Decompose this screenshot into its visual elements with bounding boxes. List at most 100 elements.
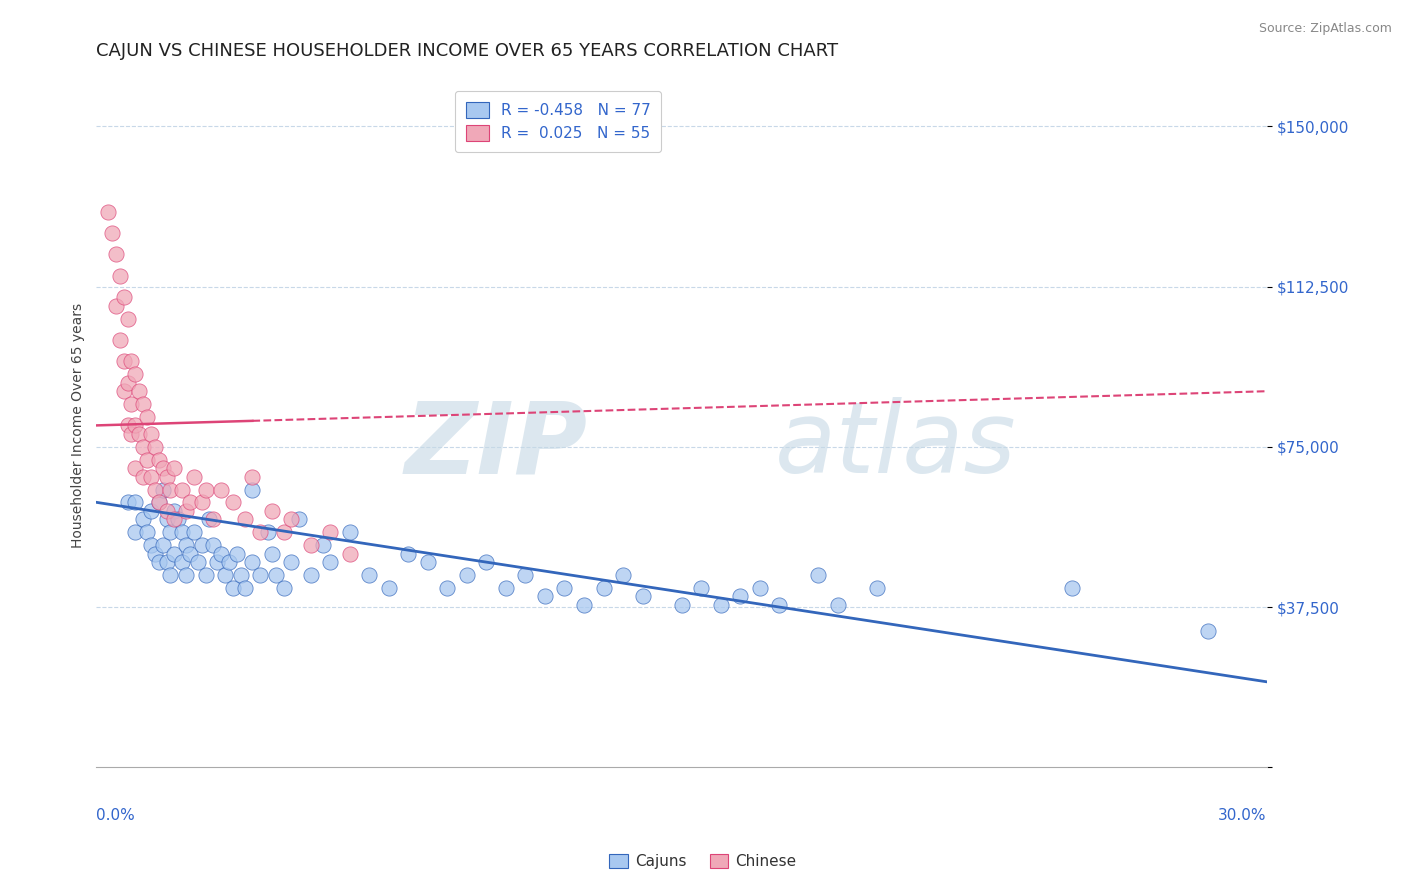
Point: [264, 568, 287, 582]
Point: [198, 512, 221, 526]
Point: [183, 469, 205, 483]
Point: [117, 418, 139, 433]
Point: [124, 367, 146, 381]
Point: [155, 469, 177, 483]
Point: [117, 311, 139, 326]
Point: [207, 555, 229, 569]
Point: [148, 555, 170, 569]
Point: [139, 426, 162, 441]
Point: [139, 469, 162, 483]
Point: [209, 483, 232, 497]
Point: [179, 547, 201, 561]
Point: [339, 547, 361, 561]
Point: [163, 504, 186, 518]
Point: [163, 512, 186, 526]
Y-axis label: Householder Income Over 65 years: Householder Income Over 65 years: [72, 303, 86, 548]
Point: [202, 512, 225, 526]
Point: [132, 469, 155, 483]
Point: [273, 581, 295, 595]
Point: [398, 547, 420, 561]
Point: [671, 598, 693, 612]
Point: [222, 495, 245, 509]
Point: [117, 495, 139, 509]
Point: [172, 555, 194, 569]
Point: [121, 397, 143, 411]
Point: [194, 568, 217, 582]
Point: [159, 568, 181, 582]
Point: [311, 538, 333, 552]
Point: [748, 581, 770, 595]
Point: [1060, 581, 1083, 595]
Point: [475, 555, 498, 569]
Point: [174, 568, 197, 582]
Point: [194, 483, 217, 497]
Point: [163, 547, 186, 561]
Point: [124, 418, 146, 433]
Point: [132, 512, 155, 526]
Text: Source: ZipAtlas.com: Source: ZipAtlas.com: [1258, 22, 1392, 36]
Point: [515, 568, 537, 582]
Point: [299, 568, 322, 582]
Point: [827, 598, 849, 612]
Point: [260, 547, 283, 561]
Point: [112, 290, 135, 304]
Point: [172, 483, 194, 497]
Point: [155, 504, 177, 518]
Point: [242, 483, 264, 497]
Point: [124, 525, 146, 540]
Point: [233, 512, 256, 526]
Point: [728, 590, 751, 604]
Point: [128, 426, 150, 441]
Point: [148, 452, 170, 467]
Point: [152, 538, 174, 552]
Point: [378, 581, 401, 595]
Point: [456, 568, 478, 582]
Point: [553, 581, 575, 595]
Point: [174, 538, 197, 552]
Point: [101, 226, 124, 240]
Point: [299, 538, 322, 552]
Point: [416, 555, 439, 569]
Point: [104, 247, 127, 261]
Point: [709, 598, 731, 612]
Point: [612, 568, 634, 582]
Point: [143, 547, 166, 561]
Point: [124, 495, 146, 509]
Point: [183, 525, 205, 540]
Point: [117, 376, 139, 390]
Point: [631, 590, 654, 604]
Point: [1197, 624, 1219, 638]
Point: [108, 268, 131, 283]
Point: [112, 354, 135, 368]
Legend: Cajuns, Chinese: Cajuns, Chinese: [603, 848, 803, 875]
Point: [592, 581, 614, 595]
Point: [807, 568, 830, 582]
Point: [359, 568, 381, 582]
Point: [229, 568, 252, 582]
Point: [214, 568, 236, 582]
Point: [202, 538, 225, 552]
Point: [436, 581, 458, 595]
Legend: R = -0.458   N = 77, R =  0.025   N = 55: R = -0.458 N = 77, R = 0.025 N = 55: [456, 91, 661, 153]
Point: [132, 440, 155, 454]
Point: [143, 440, 166, 454]
Point: [187, 555, 209, 569]
Point: [152, 483, 174, 497]
Point: [172, 525, 194, 540]
Point: [768, 598, 790, 612]
Point: [190, 538, 212, 552]
Point: [136, 452, 159, 467]
Point: [132, 397, 155, 411]
Point: [190, 495, 212, 509]
Point: [257, 525, 280, 540]
Point: [280, 512, 302, 526]
Point: [128, 384, 150, 399]
Point: [136, 409, 159, 424]
Point: [690, 581, 713, 595]
Text: ZIP: ZIP: [405, 398, 588, 494]
Point: [225, 547, 247, 561]
Point: [233, 581, 256, 595]
Point: [273, 525, 295, 540]
Point: [495, 581, 517, 595]
Point: [97, 204, 120, 219]
